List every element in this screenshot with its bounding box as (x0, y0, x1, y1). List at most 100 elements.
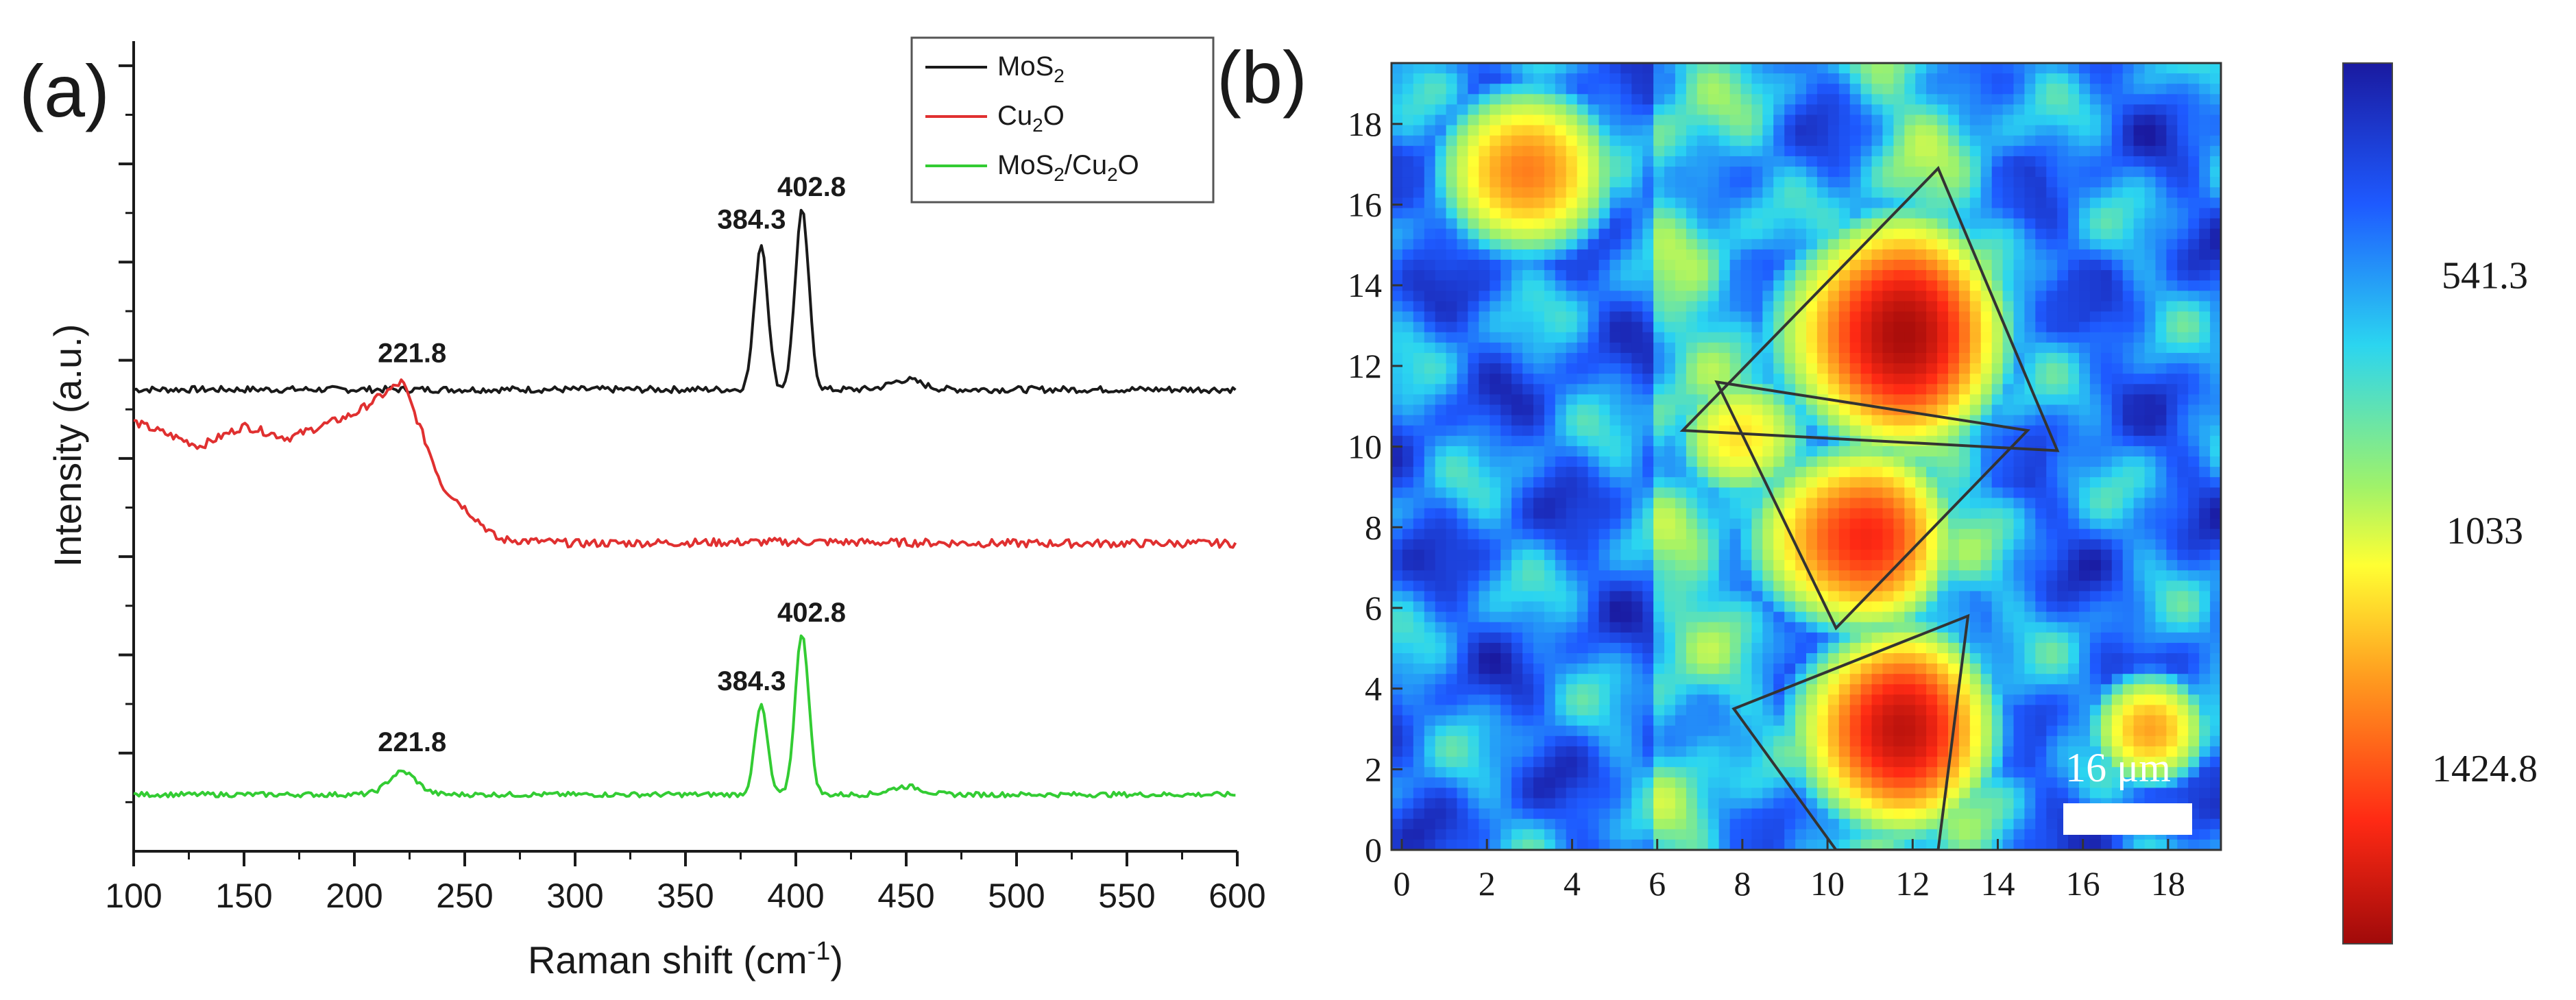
heatmap-cell (1904, 663, 1916, 674)
heatmap-cell (1969, 321, 1982, 333)
heatmap-cell (1511, 663, 1523, 674)
heatmap-cell (2079, 757, 2091, 768)
heatmap-cell (1490, 73, 1501, 84)
heatmap-cell (1773, 208, 1785, 219)
heatmap-cell (1424, 384, 1436, 395)
heatmap-cell (1980, 694, 1993, 706)
heatmap-cell (1708, 560, 1720, 571)
heatmap-cell (1751, 177, 1764, 188)
heatmap-cell (1609, 684, 1622, 696)
heatmap-cell (1446, 145, 1458, 157)
heatmap-cell (1729, 63, 1742, 74)
heatmap-cell (1664, 394, 1676, 406)
heatmap-cell (1457, 145, 1469, 157)
heatmap-cell (2002, 642, 2015, 654)
heatmap-cell (1795, 591, 1807, 602)
heatmap-cell (1631, 270, 1643, 281)
heatmap-cell (1948, 818, 1960, 830)
heatmap-cell (2057, 642, 2069, 654)
heatmap-cell (1675, 374, 1687, 385)
heatmap-cell (1729, 642, 1742, 654)
heatmap-cell (1446, 218, 1458, 230)
heatmap-cell (1490, 125, 1501, 136)
heatmap-cell (1838, 218, 1851, 230)
heatmap-cell (2046, 456, 2058, 467)
heatmap-cell (1544, 311, 1556, 323)
heatmap-cell (1871, 114, 1884, 126)
heatmap-cell (2089, 187, 2102, 199)
heatmap-cell (1729, 746, 1742, 757)
heatmap-cell (1479, 611, 1491, 623)
heatmap-cell (1631, 239, 1643, 250)
heatmap-cell (1969, 73, 1982, 84)
heatmap-cell (2079, 114, 2091, 126)
heatmap-cell (2079, 135, 2091, 147)
heatmap-cell (1915, 104, 1927, 116)
heatmap-cell (1991, 73, 2004, 84)
heatmap-cell (1708, 73, 1720, 84)
heatmap-cell (1413, 839, 1425, 850)
heatmap-cell (1816, 684, 1829, 696)
heatmap-cell (1533, 125, 1545, 136)
heatmap-cell (1675, 342, 1687, 354)
heatmap-cell (1816, 228, 1829, 240)
heatmap-cell (1958, 301, 1971, 313)
heatmap-cell (1904, 528, 1916, 540)
heatmap-cell (1773, 425, 1785, 437)
heatmap-cell (1511, 404, 1523, 416)
heatmap-cell (1479, 642, 1491, 654)
heatmap-cell (1937, 591, 1949, 602)
heatmap-cell (1544, 94, 1556, 106)
heatmap-cell (1544, 767, 1556, 779)
heatmap-cell (1664, 104, 1676, 116)
heatmap-cell (1816, 415, 1829, 426)
heatmap-cell (1631, 135, 1643, 147)
heatmap-cell (1893, 684, 1906, 696)
heatmap-cell (2068, 446, 2080, 457)
heatmap-cell (2035, 818, 2047, 830)
heatmap-cell (1664, 363, 1676, 374)
heatmap-cell (1729, 508, 1742, 520)
heatmap-cell (1392, 394, 1403, 406)
heatmap-cell (1795, 73, 1807, 84)
heatmap-cell (1620, 291, 1632, 302)
heatmap-cell (1697, 818, 1709, 830)
heatmap-cell (1751, 715, 1764, 727)
panel-label-a: (a) (19, 49, 110, 132)
heatmap-cell (1751, 539, 1764, 550)
heatmap-cell (1849, 467, 1862, 478)
heatmap-cell (1446, 539, 1458, 550)
heatmap-cell (1642, 798, 1654, 809)
heatmap-cell (2089, 435, 2102, 447)
heatmap-cell (1980, 549, 1993, 561)
heatmap-cell (1969, 270, 1982, 281)
heatmap-cell (1555, 84, 1567, 95)
heatmap-cell (1653, 135, 1665, 147)
heatmap-cell (1860, 301, 1873, 313)
heatmap-cell (1490, 622, 1501, 633)
heatmap-cell (1653, 705, 1665, 716)
heatmap-cell (1882, 663, 1895, 674)
heatmap-cell (1991, 239, 2004, 250)
heatmap-cell (1795, 342, 1807, 354)
heatmap-cell (1806, 374, 1818, 385)
heatmap-cell (1838, 798, 1851, 809)
heatmap-cell (1620, 84, 1632, 95)
heatmap-cell (1708, 228, 1720, 240)
heatmap-cell (1468, 311, 1480, 323)
heatmap-cell (1991, 757, 2004, 768)
heatmap-cell (1555, 321, 1567, 333)
heatmap-cell (1849, 218, 1862, 230)
heatmap-cell (1969, 301, 1982, 313)
heatmap-cell (1686, 632, 1698, 644)
heatmap-cell (1555, 798, 1567, 809)
heatmap-cell (1729, 467, 1742, 478)
heatmap-cell (1882, 384, 1895, 395)
heatmap-cell (2024, 467, 2037, 478)
heatmap-cell (1642, 94, 1654, 106)
heatmap-cell (1522, 581, 1534, 592)
heatmap-cell (1435, 63, 1447, 74)
heatmap-cell (1490, 280, 1501, 292)
heatmap-cell (1806, 260, 1818, 271)
heatmap-cell (1827, 94, 1840, 106)
